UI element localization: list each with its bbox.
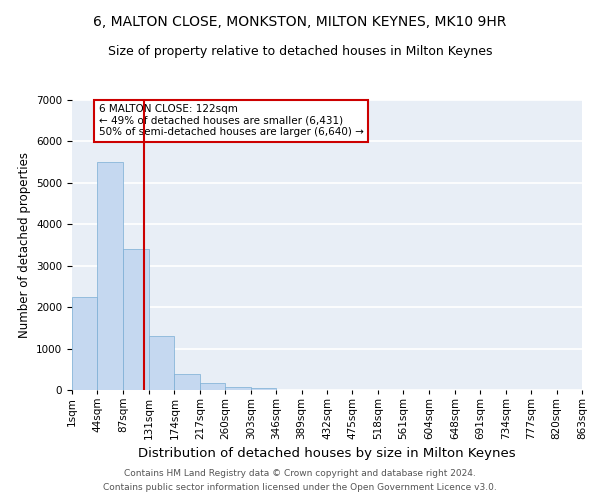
Text: Size of property relative to detached houses in Milton Keynes: Size of property relative to detached ho… xyxy=(108,45,492,58)
Bar xyxy=(123,249,149,390)
Text: Contains public sector information licensed under the Open Government Licence v3: Contains public sector information licen… xyxy=(103,484,497,492)
X-axis label: Distribution of detached houses by size in Milton Keynes: Distribution of detached houses by size … xyxy=(138,448,516,460)
Y-axis label: Number of detached properties: Number of detached properties xyxy=(17,152,31,338)
Bar xyxy=(200,384,225,390)
Bar xyxy=(225,387,251,390)
Bar xyxy=(175,374,200,390)
Bar xyxy=(251,388,276,390)
Text: 6 MALTON CLOSE: 122sqm
← 49% of detached houses are smaller (6,431)
50% of semi-: 6 MALTON CLOSE: 122sqm ← 49% of detached… xyxy=(98,104,364,138)
Bar xyxy=(97,162,123,390)
Bar xyxy=(72,297,97,390)
Text: 6, MALTON CLOSE, MONKSTON, MILTON KEYNES, MK10 9HR: 6, MALTON CLOSE, MONKSTON, MILTON KEYNES… xyxy=(94,15,506,29)
Bar xyxy=(149,336,175,390)
Text: Contains HM Land Registry data © Crown copyright and database right 2024.: Contains HM Land Registry data © Crown c… xyxy=(124,468,476,477)
